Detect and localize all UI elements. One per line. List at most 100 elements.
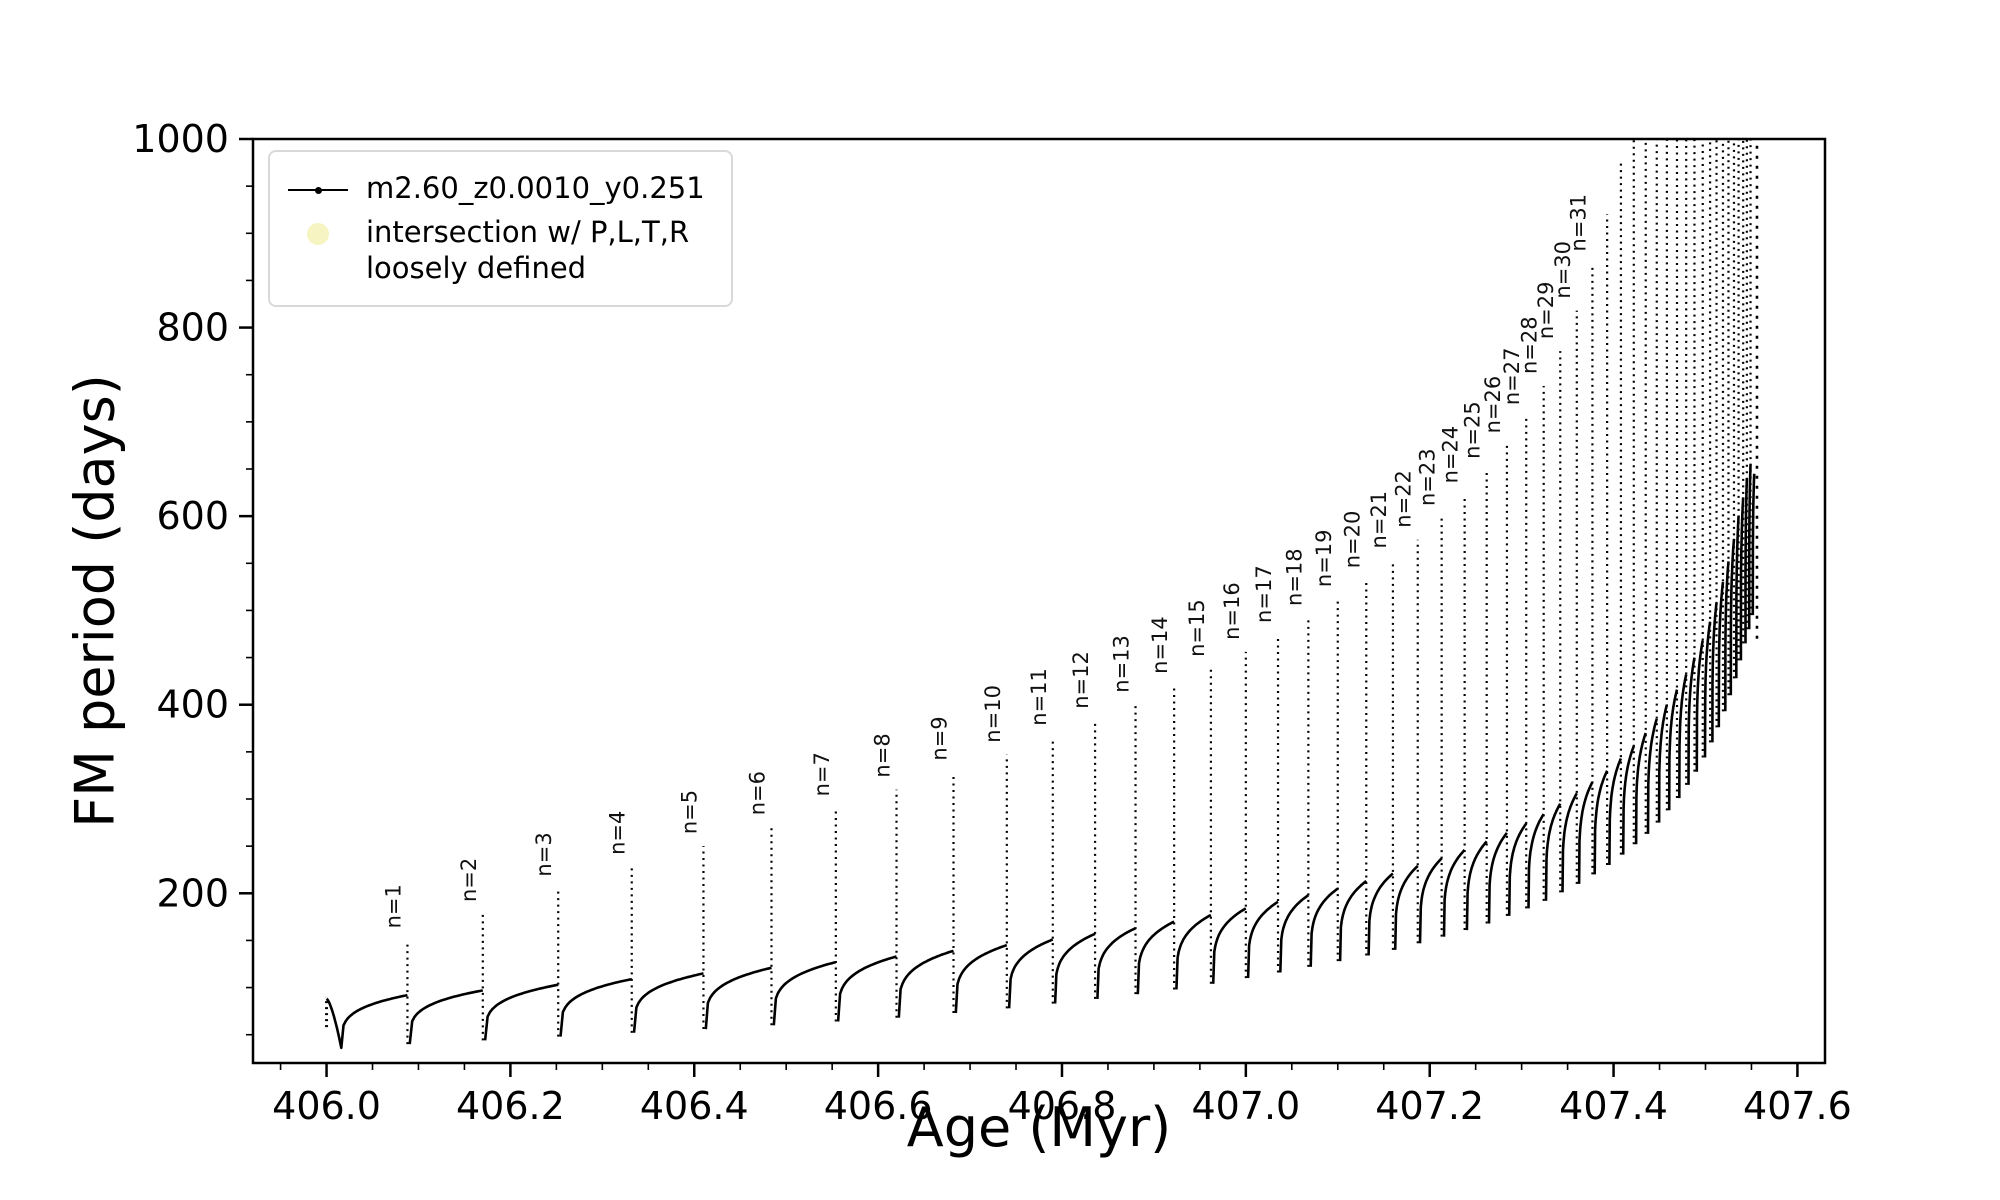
y-tick-label: 200 bbox=[156, 871, 229, 915]
legend: m2.60_z0.0010_y0.251 intersection w/ P,L… bbox=[268, 150, 733, 307]
series-baseline bbox=[1667, 689, 1679, 811]
series-baseline bbox=[1724, 561, 1730, 712]
spike-n-label: n=23 bbox=[1416, 448, 1440, 506]
legend-intersection-line1: intersection w/ P,L,T,R bbox=[366, 215, 690, 249]
series-baseline bbox=[408, 989, 484, 1045]
series-baseline bbox=[772, 960, 837, 1026]
series-baseline bbox=[954, 943, 1008, 1014]
spike-n-label: n=15 bbox=[1185, 599, 1209, 657]
spike-n-label: n=28 bbox=[1518, 316, 1542, 374]
spike-n-label: n=6 bbox=[745, 771, 769, 815]
line-dot-marker-icon bbox=[286, 170, 350, 210]
series-baseline bbox=[1544, 803, 1562, 901]
spike-n-label: n=30 bbox=[1551, 241, 1575, 299]
y-tick-label: 600 bbox=[156, 494, 229, 538]
spike-n-label: n=11 bbox=[1027, 668, 1051, 726]
series-baseline bbox=[1687, 657, 1696, 785]
series-baseline bbox=[1442, 848, 1466, 937]
spike-n-label: n=19 bbox=[1312, 529, 1336, 587]
spike-n-label: n=17 bbox=[1252, 565, 1276, 623]
spike-n-label: n=9 bbox=[928, 716, 952, 760]
series-baseline bbox=[1527, 813, 1545, 909]
series-baseline bbox=[1367, 872, 1394, 956]
spike-n-label: n=16 bbox=[1220, 582, 1244, 640]
spike-n-label: n=27 bbox=[1500, 348, 1524, 406]
series-baseline bbox=[1007, 938, 1054, 1009]
series-baseline bbox=[1053, 932, 1096, 1004]
series-baseline bbox=[1211, 907, 1247, 984]
spike-n-label: n=2 bbox=[457, 858, 481, 902]
series-baseline bbox=[1621, 745, 1635, 855]
series-baseline bbox=[1744, 478, 1749, 644]
x-tick-label: 406.2 bbox=[456, 1084, 565, 1128]
series-baseline bbox=[1751, 473, 1756, 616]
series-baseline bbox=[1634, 732, 1647, 845]
series-baseline bbox=[1507, 822, 1528, 916]
spike-n-label: n=20 bbox=[1340, 511, 1364, 569]
series-baseline bbox=[1393, 864, 1419, 950]
x-tick-label: 407.2 bbox=[1375, 1084, 1484, 1128]
series-baseline bbox=[1465, 840, 1488, 931]
spike-n-label: n=26 bbox=[1481, 376, 1505, 434]
series-baseline bbox=[1747, 464, 1752, 630]
x-tick-label: 406.0 bbox=[272, 1084, 381, 1128]
series-baseline bbox=[1096, 927, 1137, 999]
x-tick-label: 406.8 bbox=[1008, 1084, 1117, 1128]
spike-n-label: n=29 bbox=[1534, 282, 1558, 340]
y-tick-label: 1000 bbox=[132, 117, 229, 161]
legend-item-series: m2.60_z0.0010_y0.251 bbox=[286, 170, 705, 210]
x-tick-label: 406.6 bbox=[824, 1084, 933, 1128]
series-baseline bbox=[1678, 674, 1688, 799]
spike-n-label: n=13 bbox=[1110, 635, 1134, 693]
series-baseline bbox=[1136, 920, 1175, 995]
legend-series-label: m2.60_z0.0010_y0.251 bbox=[366, 171, 705, 205]
series-baseline bbox=[1593, 770, 1609, 875]
spike-n-label: n=4 bbox=[606, 811, 630, 855]
spike-n-label: n=5 bbox=[677, 790, 701, 834]
series-baseline bbox=[1577, 781, 1594, 884]
series-baseline bbox=[1338, 879, 1368, 962]
series-baseline bbox=[1309, 887, 1339, 967]
y-axis-label: FM period (days) bbox=[63, 374, 127, 828]
spike-n-label: n=18 bbox=[1282, 548, 1306, 606]
series-baseline bbox=[559, 977, 633, 1037]
spike-n-label: n=22 bbox=[1392, 470, 1416, 528]
legend-item-intersection: intersection w/ P,L,T,R loosely defined bbox=[286, 214, 705, 287]
series-baseline bbox=[1657, 704, 1669, 823]
series-baseline bbox=[1711, 602, 1718, 743]
series-baseline bbox=[1246, 900, 1279, 979]
series-baseline bbox=[1695, 640, 1704, 772]
series-baseline bbox=[325, 993, 408, 1050]
series-baseline bbox=[1729, 538, 1736, 696]
legend-intersection-label: intersection w/ P,L,T,R loosely defined bbox=[366, 214, 689, 287]
series-baseline bbox=[836, 955, 897, 1022]
series-baseline bbox=[1561, 792, 1578, 893]
series-baseline bbox=[1487, 832, 1508, 924]
spike-n-label: n=12 bbox=[1069, 651, 1093, 709]
spike-n-label: n=7 bbox=[810, 752, 834, 796]
series-baseline bbox=[1646, 718, 1659, 834]
legend-intersection-line2: loosely defined bbox=[366, 251, 587, 286]
series-baseline bbox=[1608, 757, 1623, 866]
spike-n-label: n=10 bbox=[981, 685, 1005, 743]
series-baseline bbox=[704, 966, 772, 1030]
spike-n-label: n=25 bbox=[1461, 401, 1485, 459]
x-tick-label: 407.4 bbox=[1559, 1084, 1668, 1128]
spike-n-label: n=8 bbox=[871, 733, 895, 777]
x-tick-label: 407.0 bbox=[1191, 1084, 1300, 1128]
series-baseline bbox=[1175, 913, 1212, 990]
spike-n-label: n=14 bbox=[1148, 616, 1172, 674]
y-tick-label: 800 bbox=[156, 306, 229, 350]
plot-frame bbox=[251, 137, 1827, 1065]
x-axis-label: Age (Myr) bbox=[906, 1096, 1172, 1159]
spike-n-label: n=24 bbox=[1439, 426, 1463, 484]
series-baseline bbox=[1703, 621, 1712, 758]
circle-marker-icon bbox=[286, 214, 350, 254]
spike-n-label: n=31 bbox=[1566, 194, 1590, 252]
series-baseline bbox=[1735, 516, 1740, 679]
series-baseline bbox=[1418, 857, 1443, 944]
x-tick-label: 406.4 bbox=[640, 1084, 749, 1128]
series-baseline bbox=[483, 983, 559, 1041]
